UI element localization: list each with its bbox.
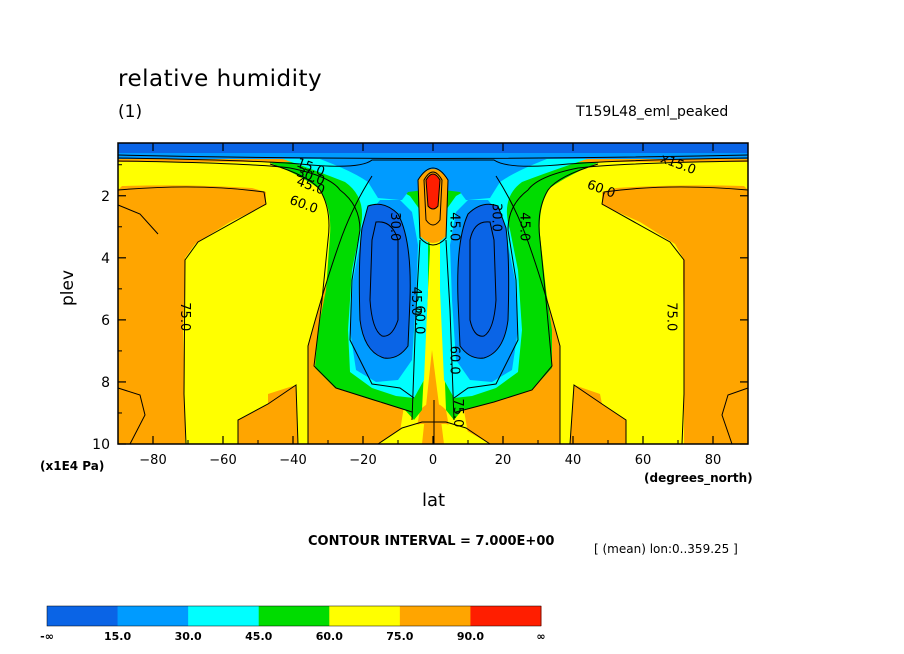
y-tick-label: 8 [101, 375, 110, 391]
contour-line [117, 387, 146, 445]
colorbar-label: 75.0 [386, 630, 413, 643]
chart-subtitle-left: (1) [118, 102, 143, 122]
chart-subtitle-right: T159L48_eml_peaked [576, 104, 729, 120]
contour-line [237, 384, 299, 445]
contour-line [117, 154, 749, 159]
x-axis-label: lat [422, 490, 446, 511]
x-tick-label: 60 [635, 453, 652, 468]
colorbar: -∞ 15.0 30.0 45.0 60.0 75.0 90.0 ∞ [40, 605, 546, 643]
contour-line [721, 387, 749, 445]
colorbar-label: -∞ [40, 630, 54, 643]
contour-line [453, 160, 749, 399]
x-tick-label: 20 [495, 453, 512, 468]
contour-label: 45.0 [447, 212, 462, 241]
contour-line [445, 239, 455, 421]
y-tick-label: 2 [101, 189, 110, 205]
colorbar-label: 90.0 [457, 630, 484, 643]
y-tick-label: 4 [101, 251, 110, 267]
contour-line [495, 175, 561, 444]
contour-line-layer [117, 154, 749, 445]
colorbar-swatch [258, 606, 330, 626]
y-axis-units: (x1E4 Pa) [40, 459, 105, 473]
x-tick-label: −40 [279, 453, 306, 468]
contour-line [601, 186, 749, 445]
contour-label: 75.0 [450, 398, 465, 427]
x-tick-label: −60 [209, 453, 236, 468]
contour-label: 45.0 [517, 212, 532, 241]
colorbar-swatch [47, 606, 119, 626]
contour-fill-layer [118, 143, 748, 444]
colorbar-swatch [329, 606, 401, 626]
contour-label: 30.0 [387, 212, 402, 241]
contour-line [417, 167, 449, 246]
contour-label: 75.0 [177, 302, 192, 331]
contour-line [307, 175, 373, 444]
colorbar-swatch [117, 606, 189, 626]
colorbar-swatch [188, 606, 260, 626]
chart-title: relative humidity [118, 66, 323, 92]
y-tick-label: 10 [92, 437, 110, 453]
colorbar-swatch [470, 606, 542, 626]
contour-interval-note: CONTOUR INTERVAL = 7.000E+00 [308, 534, 555, 549]
contour-line [369, 221, 399, 337]
mean-note: [ (mean) lon:0..359.25 ] [594, 542, 738, 556]
contour-line [423, 171, 443, 226]
fill-bottom-spike [422, 350, 444, 444]
colorbar-label: 60.0 [316, 630, 343, 643]
colorbar-label: ∞ [536, 630, 545, 643]
x-axis-units: (degrees_north) [644, 471, 753, 485]
colorbar-label: 15.0 [104, 630, 131, 643]
x-tick-label: 0 [429, 453, 437, 468]
colorbar-label: 45.0 [245, 630, 272, 643]
contour-line [117, 160, 415, 399]
x-tick-label: 40 [565, 453, 582, 468]
contour-line [569, 384, 627, 445]
contour-line [117, 204, 159, 235]
colorbar-swatch [399, 606, 471, 626]
fill-central-red [426, 174, 440, 209]
x-tick-label: −20 [349, 453, 376, 468]
contour-label: 75.0 [664, 302, 679, 331]
colorbar-label: 30.0 [175, 630, 202, 643]
contour-label: 60.0 [412, 305, 427, 334]
contour-line [358, 203, 411, 359]
colorbar-frame [46, 605, 542, 627]
fill-yellow-region [118, 162, 748, 444]
x-tick-label: −80 [139, 453, 166, 468]
contour-label: 30.0 [489, 203, 504, 232]
x-axis-ticks: −80 −60 −40 −20 0 20 40 60 80 [139, 143, 721, 468]
contour-line [425, 173, 441, 210]
contour-line [117, 186, 267, 445]
x-tick-label: 80 [705, 453, 722, 468]
contour-line [455, 163, 599, 413]
contour-line [457, 203, 510, 359]
contour-label: 60.0 [447, 346, 462, 375]
contour-line [469, 221, 497, 337]
contour-line [411, 239, 421, 421]
y-tick-label: 6 [101, 313, 110, 329]
contour-line [117, 157, 749, 167]
contour-label: 45.0 [408, 287, 423, 316]
y-axis-ticks: 2 4 6 8 10 [92, 164, 748, 453]
contour-line [269, 163, 413, 413]
